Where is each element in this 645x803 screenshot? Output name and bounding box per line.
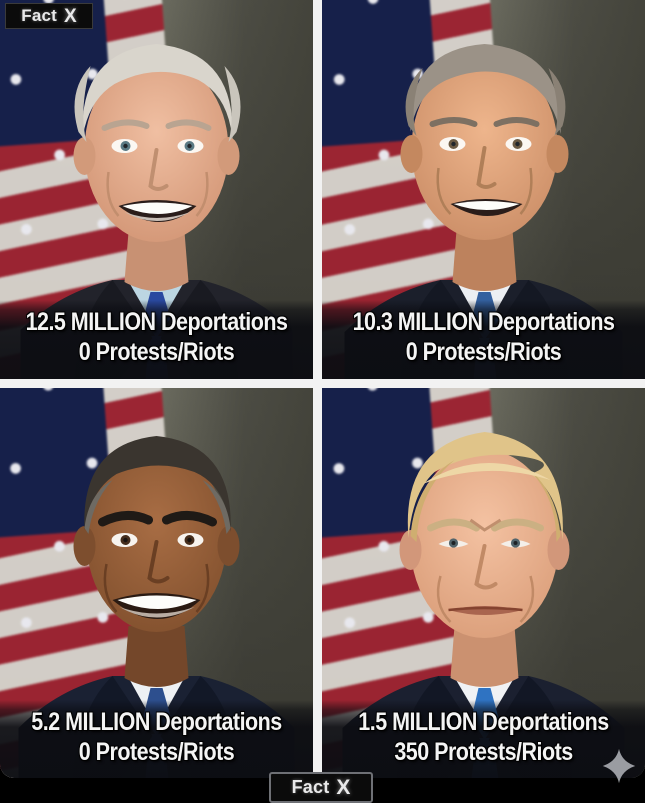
portrait-george-w-bush	[322, 0, 645, 379]
factx-word: Fact	[291, 777, 330, 797]
portrait-donald-trump	[322, 388, 645, 778]
gutter-horizontal-right	[322, 379, 645, 388]
gutter-cross	[313, 379, 322, 388]
factx-watermark-bottom: Fact X	[269, 772, 373, 803]
gutter-vertical-top	[313, 0, 322, 379]
portrait-bill-clinton	[0, 0, 313, 379]
sparkle-icon	[601, 747, 637, 785]
factx-watermark-top: Fact X	[5, 3, 93, 29]
panel-trump: 1.5 MILLION Deportations 350 Protests/Ri…	[322, 388, 645, 778]
panel-bush: 10.3 MILLION Deportations 0 Protests/Rio…	[322, 0, 645, 379]
gutter-vertical-bottom	[313, 388, 322, 778]
panel-clinton: 12.5 MILLION Deportations 0 Protests/Rio…	[0, 0, 313, 379]
factx-word: Fact	[21, 6, 58, 25]
factx-mark: X	[64, 5, 77, 27]
gutter-horizontal-left	[0, 379, 313, 388]
president-collage-grid: 12.5 MILLION Deportations 0 Protests/Rio…	[0, 0, 645, 778]
portrait-barack-obama	[0, 388, 313, 778]
panel-obama: 5.2 MILLION Deportations 0 Protests/Riot…	[0, 388, 313, 778]
factx-mark: X	[336, 776, 351, 799]
